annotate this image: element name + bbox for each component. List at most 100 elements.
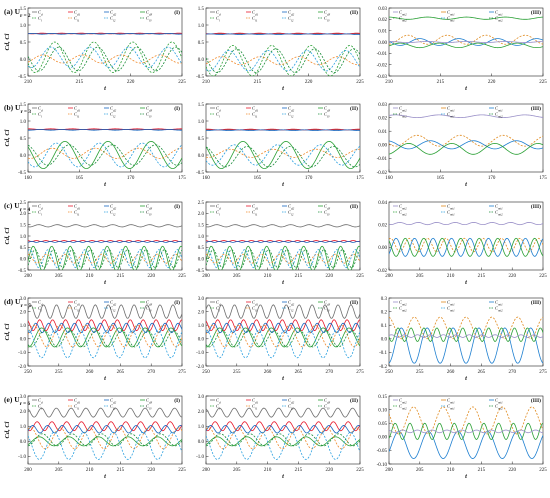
panel-e1: -1.0 0.0 1.0 2.0 3.0 200 205 210 215 220 225 t Cd, C…: [4, 395, 186, 480]
x-tick-label: 175: [356, 176, 364, 181]
y-tick-label: 0.0: [198, 440, 205, 445]
legend-entry: Cd1: [74, 204, 81, 211]
legend-entry: Cd: [38, 204, 43, 211]
y-tick-label: 2.0: [20, 212, 27, 217]
x-tick-label: 220: [488, 80, 496, 85]
x-tick-label: 275: [178, 370, 186, 375]
legend-entry: Cmt1: [447, 204, 455, 211]
y-tick-label: 0.0: [20, 338, 27, 343]
legend-entry: Cd: [216, 106, 221, 113]
x-tick-label: 220: [325, 274, 333, 279]
series-line-cl: [28, 41, 182, 74]
series-line-cl1: [28, 324, 182, 348]
x-axis-label: t: [282, 473, 284, 480]
legend-entry: Cmt1: [495, 300, 503, 307]
series-line-cmt2: [389, 316, 543, 340]
x-tick-label: 205: [416, 274, 424, 279]
x-tick-label: 205: [233, 468, 241, 473]
y-tick-label: 1.0: [20, 324, 27, 329]
x-tick-label: 175: [539, 176, 547, 181]
panel-tag: (II): [350, 397, 358, 404]
x-tick-label: 210: [86, 468, 94, 473]
y-tick-label: 0.02: [378, 18, 387, 23]
series-line-cd1: [206, 319, 360, 332]
y-tick-label: 0.04: [378, 201, 387, 206]
legend-entry: Cl3: [146, 306, 152, 313]
legend-entry: Cd3: [324, 106, 331, 113]
y-tick-label: -0.02: [377, 171, 388, 176]
y-tick-label: 3.0: [20, 395, 27, 400]
legend-entry: Cd1: [74, 300, 81, 307]
series-line-cl3: [28, 330, 182, 348]
y-tick-label: 2.0: [20, 410, 27, 415]
y-tick-label: 3.0: [20, 297, 27, 302]
x-tick-label: 260: [447, 370, 455, 375]
series-line-cd2: [206, 241, 360, 243]
series-line-cl3: [206, 249, 360, 269]
x-tick-label: 225: [356, 468, 364, 473]
series-line-cl: [206, 436, 360, 447]
x-axis-label: t: [465, 279, 467, 286]
series-line-cl: [206, 327, 360, 348]
legend-entry: Cd3: [324, 204, 331, 211]
series-line-cd: [206, 407, 360, 418]
x-tick-label: 215: [478, 468, 486, 473]
legend-entry: Cd3: [146, 300, 153, 307]
panel-tag: (III): [531, 9, 541, 16]
x-tick-label: 220: [508, 274, 516, 279]
y-tick-label: 1.0: [198, 235, 205, 240]
plot-frame: [388, 201, 544, 271]
x-tick-label: 165: [76, 176, 84, 181]
series-line-cmt: [389, 114, 543, 119]
series-line-cl3: [28, 144, 182, 166]
panel-tag: (I): [174, 203, 180, 210]
x-tick-label: 250: [24, 370, 32, 375]
x-axis-label: t: [104, 473, 106, 480]
panel-tag: (I): [174, 105, 180, 112]
x-tick-label: 165: [254, 176, 262, 181]
legend-entry: Cl1: [74, 210, 80, 217]
legend-entry: Cd3: [146, 204, 153, 211]
legend-entry: Cl1: [252, 112, 258, 119]
legend-entry: Cl2: [288, 112, 294, 119]
series-line-cl2: [28, 249, 182, 269]
legend-entry: Cmt2: [495, 210, 503, 217]
y-tick-label: 0.02: [378, 116, 387, 121]
x-tick-label: 225: [539, 468, 547, 473]
series-line-cl2: [206, 144, 360, 166]
y-tick-label: -0.5: [196, 75, 204, 80]
panel-tag: (I): [174, 397, 180, 404]
x-tick-label: 160: [385, 176, 393, 181]
series-line-cd2: [28, 33, 182, 35]
panel-e3: -0.10 -0.05 0.00 0.05 0.10 0.15 200 205 210 215 22…: [377, 395, 548, 480]
x-tick-label: 200: [202, 274, 210, 279]
series-line-cl3: [206, 433, 360, 447]
x-tick-label: 215: [117, 468, 125, 473]
legend-entry: Cd1: [252, 204, 259, 211]
legend-entry: Cl1: [74, 112, 80, 119]
legend-entry: Cl: [38, 16, 42, 23]
legend-entry: Cd3: [146, 398, 153, 405]
x-tick-label: 170: [488, 176, 496, 181]
plot-frame: [205, 103, 361, 173]
y-tick-label: 0.00: [378, 246, 387, 251]
x-tick-label: 220: [508, 468, 516, 473]
row-label: (e) Ur = 6: [4, 395, 30, 407]
legend-entry: Cl1: [252, 210, 258, 217]
legend-entry: Cl: [216, 404, 220, 411]
legend-entry: Cmt1: [447, 398, 455, 405]
x-tick-label: 215: [295, 274, 303, 279]
x-axis-label: t: [282, 279, 284, 286]
series-line-cl1: [206, 324, 360, 348]
legend-entry: Cd2: [288, 10, 295, 17]
x-axis-label: t: [104, 181, 106, 188]
series-line-cl: [28, 327, 182, 348]
series-line-cd: [28, 224, 182, 228]
y-tick-label: 1.0: [20, 24, 27, 29]
x-tick-label: 260: [264, 370, 272, 375]
y-tick-label: -0.05: [377, 449, 388, 454]
legend-entry: Cd3: [324, 300, 331, 307]
y-tick-label: -1.0: [196, 455, 204, 460]
x-tick-label: 170: [127, 176, 135, 181]
x-tick-label: 215: [437, 80, 445, 85]
